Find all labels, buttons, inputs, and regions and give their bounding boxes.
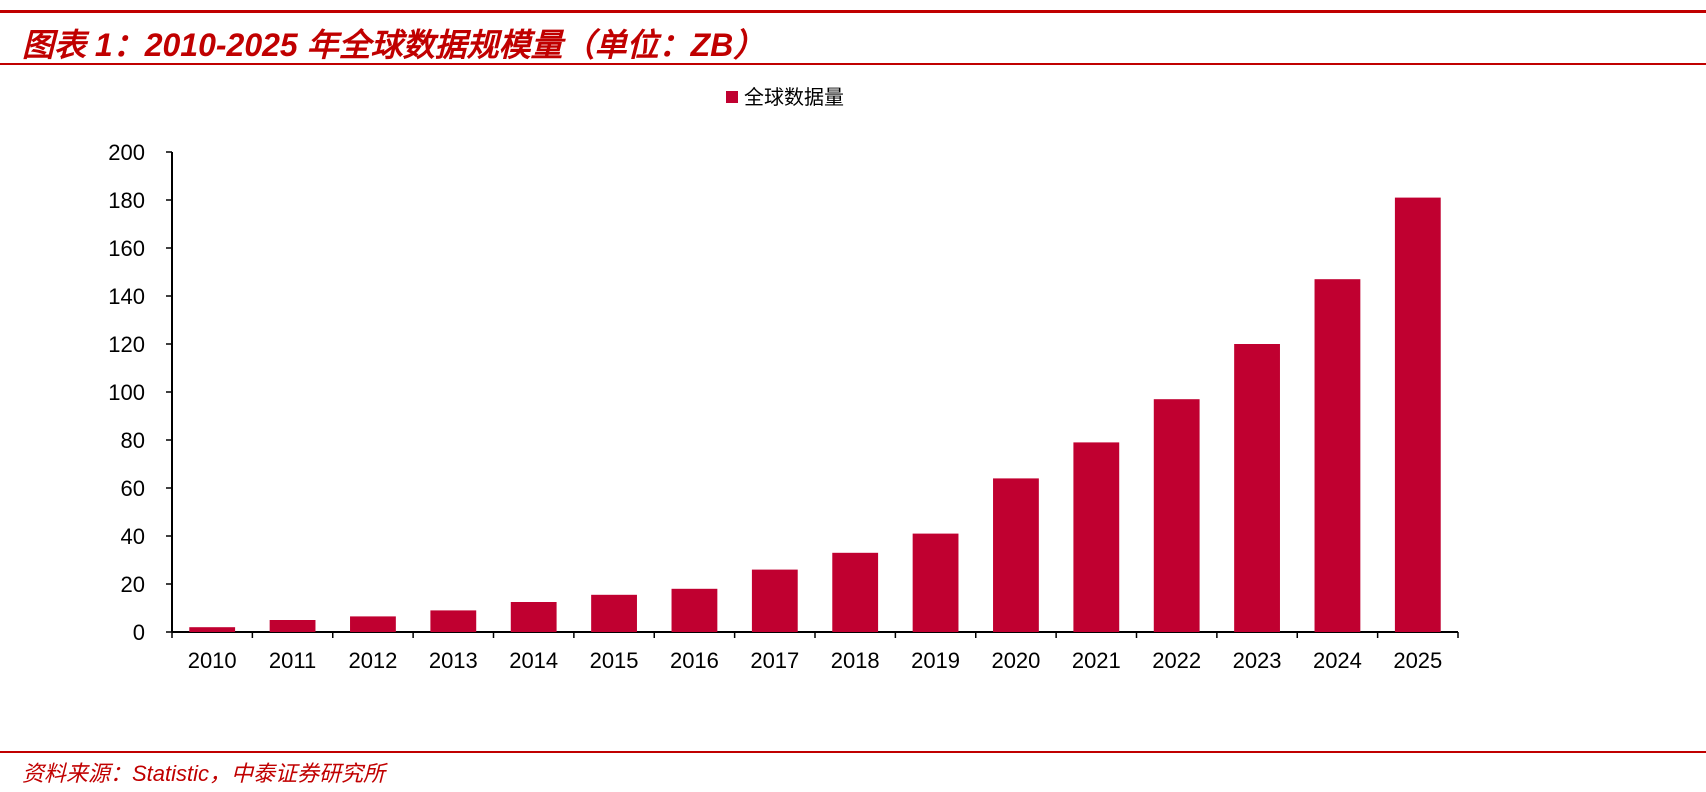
bar-2021	[1073, 442, 1120, 632]
x-tick-label: 2011	[269, 648, 316, 673]
chart-legend: 全球数据量	[726, 85, 844, 109]
y-tick-label: 140	[108, 284, 145, 309]
y-tick-label: 180	[108, 188, 145, 213]
x-tick-label: 2019	[911, 648, 960, 673]
title-rule	[0, 63, 1706, 65]
x-tick-label: 2016	[670, 648, 719, 673]
bars	[189, 197, 1441, 632]
y-tick-label: 40	[121, 524, 145, 549]
bar-2010	[189, 627, 236, 632]
y-tick-label: 60	[121, 476, 145, 501]
y-tick-label: 200	[108, 140, 145, 165]
x-tick-label: 2010	[188, 648, 237, 673]
y-axis: 0 20 40 60 80 100 120 140 160 180 200	[108, 140, 173, 645]
y-tick-label: 120	[108, 332, 145, 357]
x-tick-label: 2013	[429, 648, 478, 673]
legend-swatch	[726, 91, 738, 103]
bar-2011	[269, 620, 316, 632]
y-tick-label: 80	[121, 428, 145, 453]
x-tick-label: 2012	[348, 648, 397, 673]
bar-2014	[510, 602, 557, 632]
x-tick-label: 2024	[1313, 648, 1362, 673]
y-tick-label: 20	[121, 572, 145, 597]
bar-2018	[832, 552, 879, 632]
x-tick-label: 2020	[991, 648, 1040, 673]
bar-2022	[1153, 399, 1200, 632]
x-tick-label: 2015	[590, 648, 639, 673]
x-tick-label: 2017	[750, 648, 799, 673]
figure-title: 图表 1：2010-2025 年全球数据规模量（单位：ZB）	[22, 27, 766, 63]
bar-2013	[430, 610, 477, 632]
x-tick-label: 2023	[1233, 648, 1282, 673]
source-note: 资料来源：Statistic，中泰证券研究所	[22, 761, 386, 786]
x-tick-label: 2025	[1393, 648, 1442, 673]
bar-2024	[1314, 279, 1361, 632]
y-tick-label: 100	[108, 380, 145, 405]
x-tick-label: 2014	[509, 648, 558, 673]
bar-2015	[591, 594, 637, 632]
bar-2019	[912, 533, 959, 632]
top-rule	[0, 10, 1706, 13]
bar-2023	[1234, 344, 1280, 632]
legend-label: 全球数据量	[744, 85, 844, 109]
y-tick-label: 160	[108, 236, 145, 261]
bottom-rule	[0, 751, 1706, 753]
bar-2012	[350, 616, 396, 632]
bar-2020	[993, 478, 1039, 632]
x-axis: 2010 2011 2012 2013 2014 2015 2016 2017 2018 2019…	[171, 631, 1459, 673]
bar-2025	[1394, 197, 1441, 632]
x-tick-label: 2018	[831, 648, 880, 673]
x-tick-label: 2021	[1072, 648, 1121, 673]
bar-2016	[671, 588, 718, 632]
x-tick-label: 2022	[1152, 648, 1201, 673]
bar-2017	[751, 569, 798, 632]
y-tick-label: 0	[133, 620, 145, 645]
